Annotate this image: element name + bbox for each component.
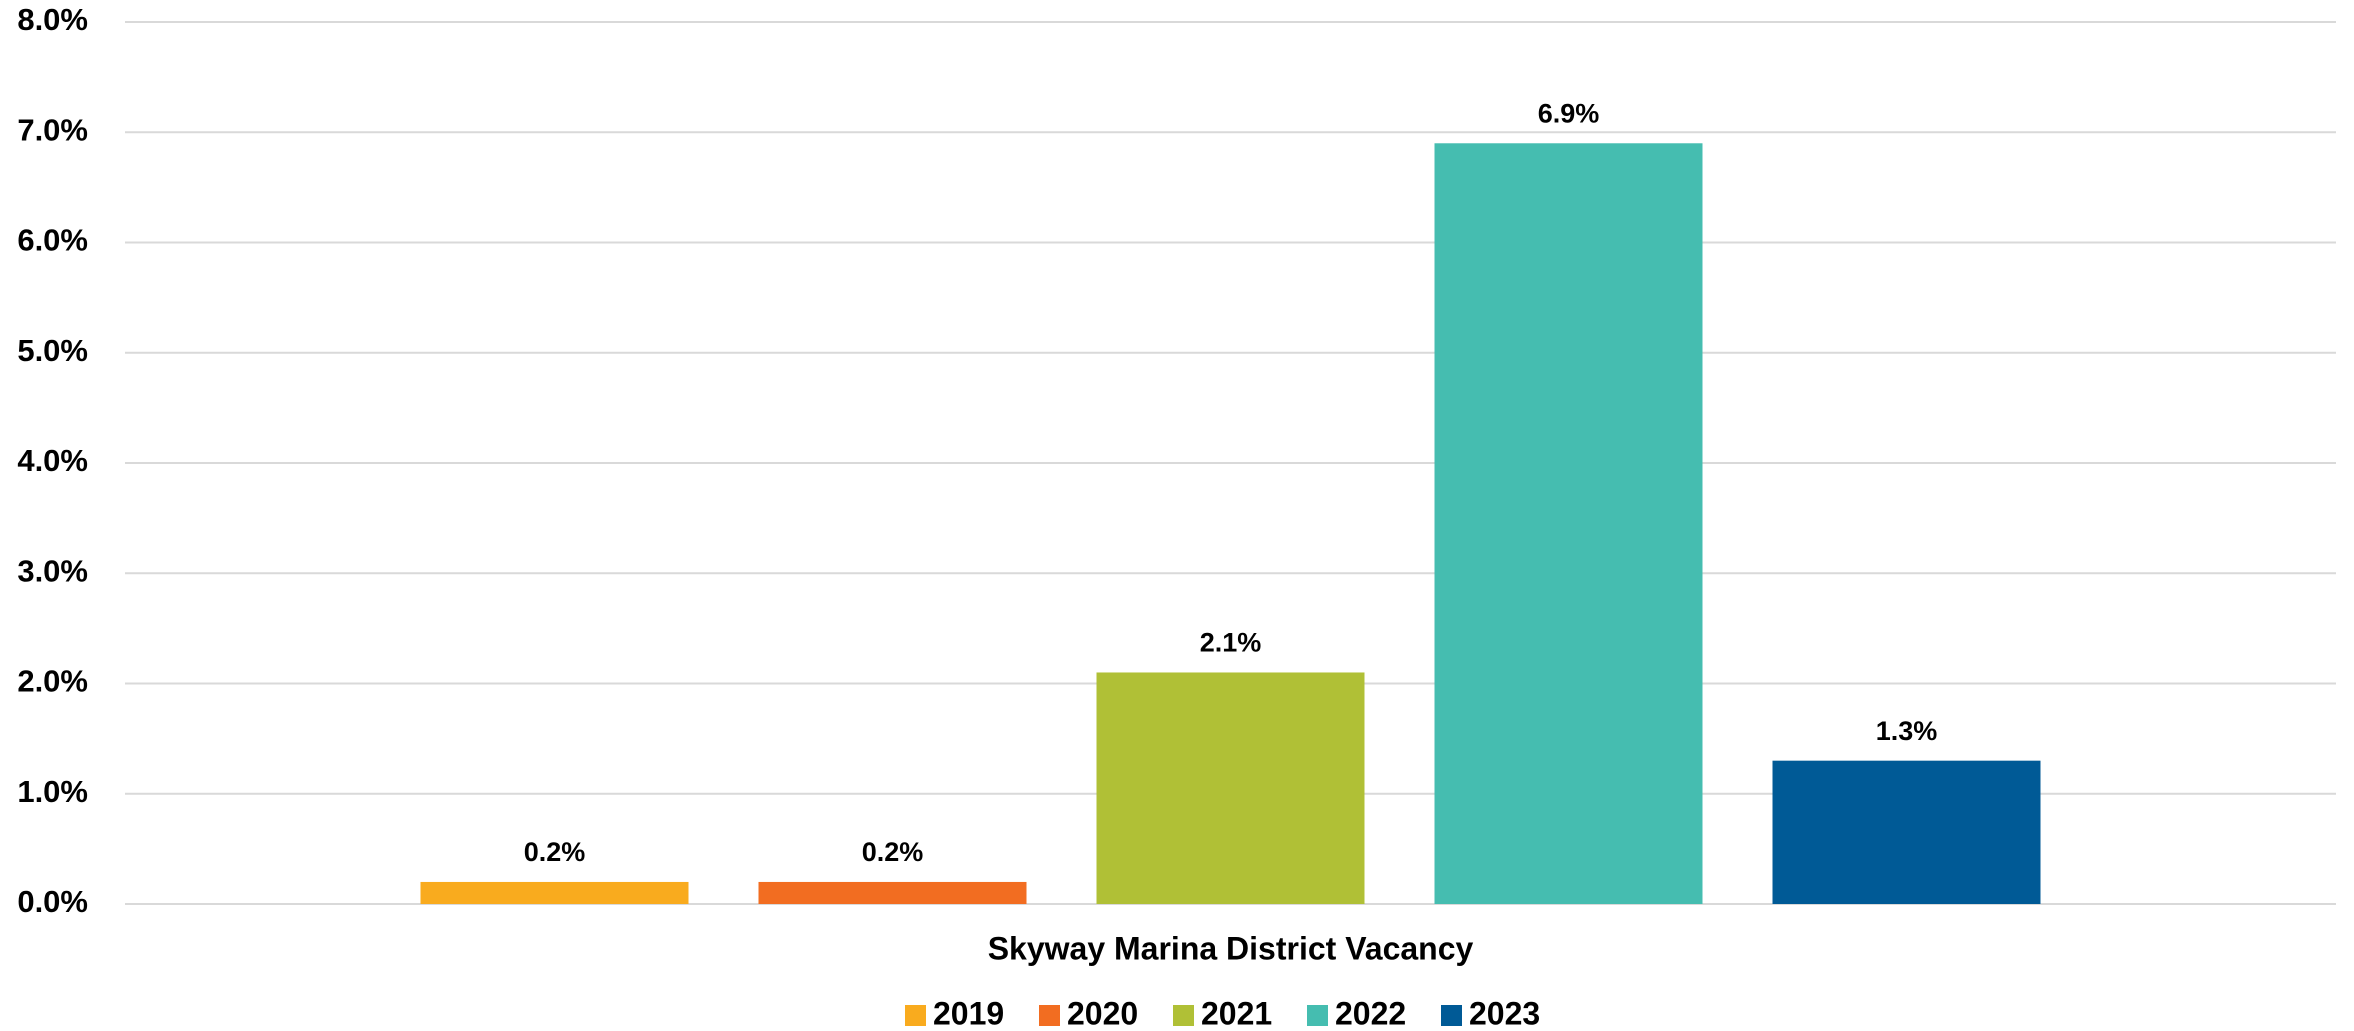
value-label: 6.9% [1538, 98, 1600, 128]
y-tick-label: 2.0% [17, 664, 88, 699]
legend-label: 2022 [1335, 995, 1406, 1031]
y-tick-label: 3.0% [17, 553, 88, 588]
y-tick-label: 5.0% [17, 333, 88, 368]
y-tick-label: 1.0% [17, 774, 88, 809]
legend-swatch [1441, 1005, 1462, 1026]
bar [1096, 672, 1365, 904]
value-label: 1.3% [1876, 716, 1938, 746]
y-tick-label: 8.0% [17, 2, 88, 37]
y-tick-label: 6.0% [17, 223, 88, 258]
bar [1434, 143, 1703, 904]
y-tick-label: 7.0% [17, 112, 88, 147]
bar [420, 881, 689, 904]
legend-swatch [1039, 1005, 1060, 1026]
legend-label: 2019 [933, 995, 1004, 1031]
bar [1772, 760, 2041, 904]
legend-label: 2021 [1201, 995, 1272, 1031]
y-tick-label: 0.0% [17, 884, 88, 919]
legend-label: 2020 [1067, 995, 1138, 1031]
value-label: 0.2% [524, 837, 586, 867]
y-tick-label: 4.0% [17, 443, 88, 478]
legend-swatch [1173, 1005, 1194, 1026]
legend-swatch [1307, 1005, 1328, 1026]
value-label: 0.2% [862, 837, 924, 867]
value-label: 2.1% [1200, 628, 1262, 658]
x-tick-label: Skyway Marina District Vacancy [988, 930, 1474, 966]
legend-swatch [905, 1005, 926, 1026]
bar [758, 881, 1027, 904]
legend-label: 2023 [1469, 995, 1540, 1031]
